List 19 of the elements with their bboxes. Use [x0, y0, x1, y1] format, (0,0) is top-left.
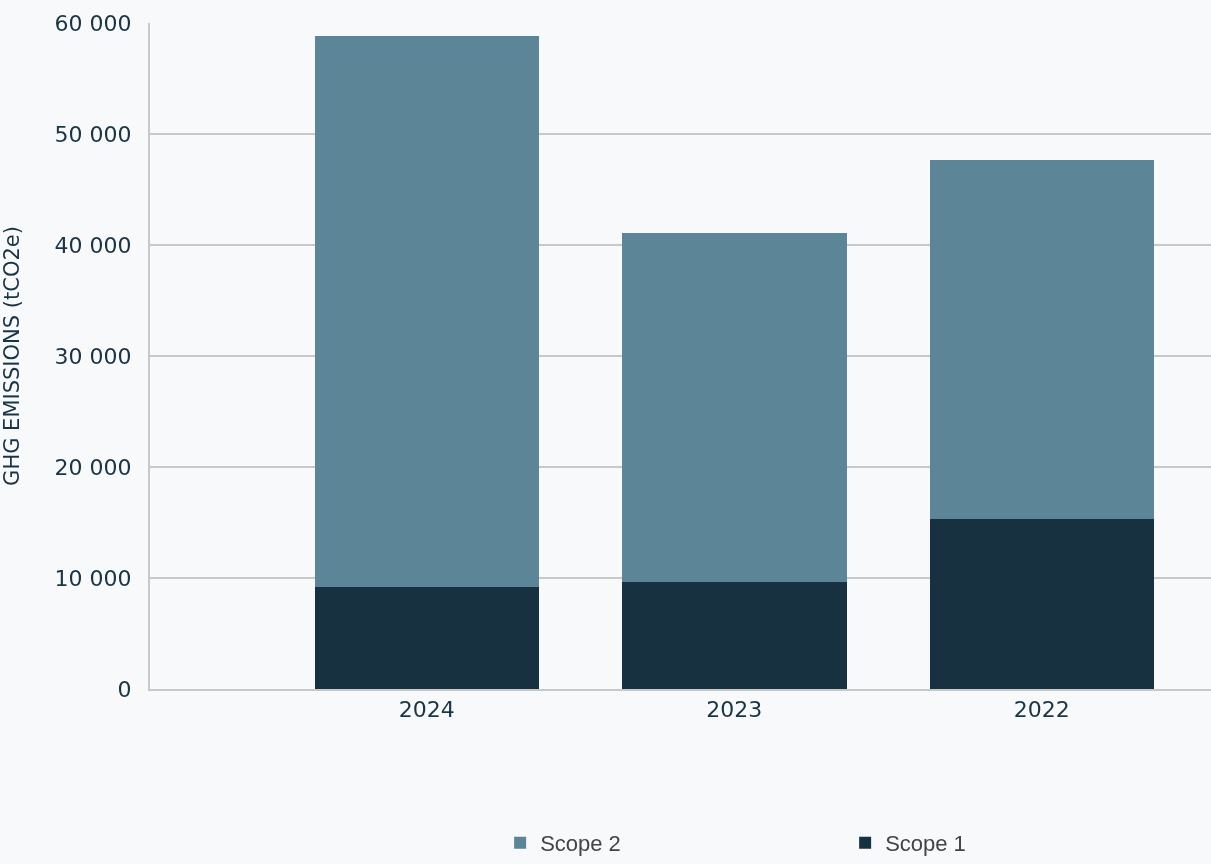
- y-tick-label: 10 000: [54, 565, 132, 591]
- y-tick-label: 60 000: [54, 10, 132, 36]
- y-tick-label: 50 000: [54, 121, 132, 147]
- bar: [314, 586, 540, 689]
- y-tick-label: 20 000: [54, 454, 132, 480]
- bar: [314, 36, 540, 587]
- bar: [929, 519, 1155, 689]
- legend-label: Scope 2: [540, 831, 621, 857]
- y-tick-label: 30 000: [54, 343, 132, 369]
- x-tick-label: 2024: [398, 697, 455, 723]
- x-tick-label: 2022: [1013, 697, 1070, 723]
- bar: [622, 582, 847, 689]
- bar: [622, 232, 847, 583]
- legend-label: Scope 1: [885, 831, 966, 857]
- bar: [929, 159, 1155, 520]
- y-axis-title: GHG EMISSIONS (tCO2e): [0, 226, 24, 486]
- y-tick-label: 40 000: [54, 232, 132, 258]
- y-tick-label: 0: [117, 676, 132, 702]
- x-tick-label: 2023: [706, 697, 763, 723]
